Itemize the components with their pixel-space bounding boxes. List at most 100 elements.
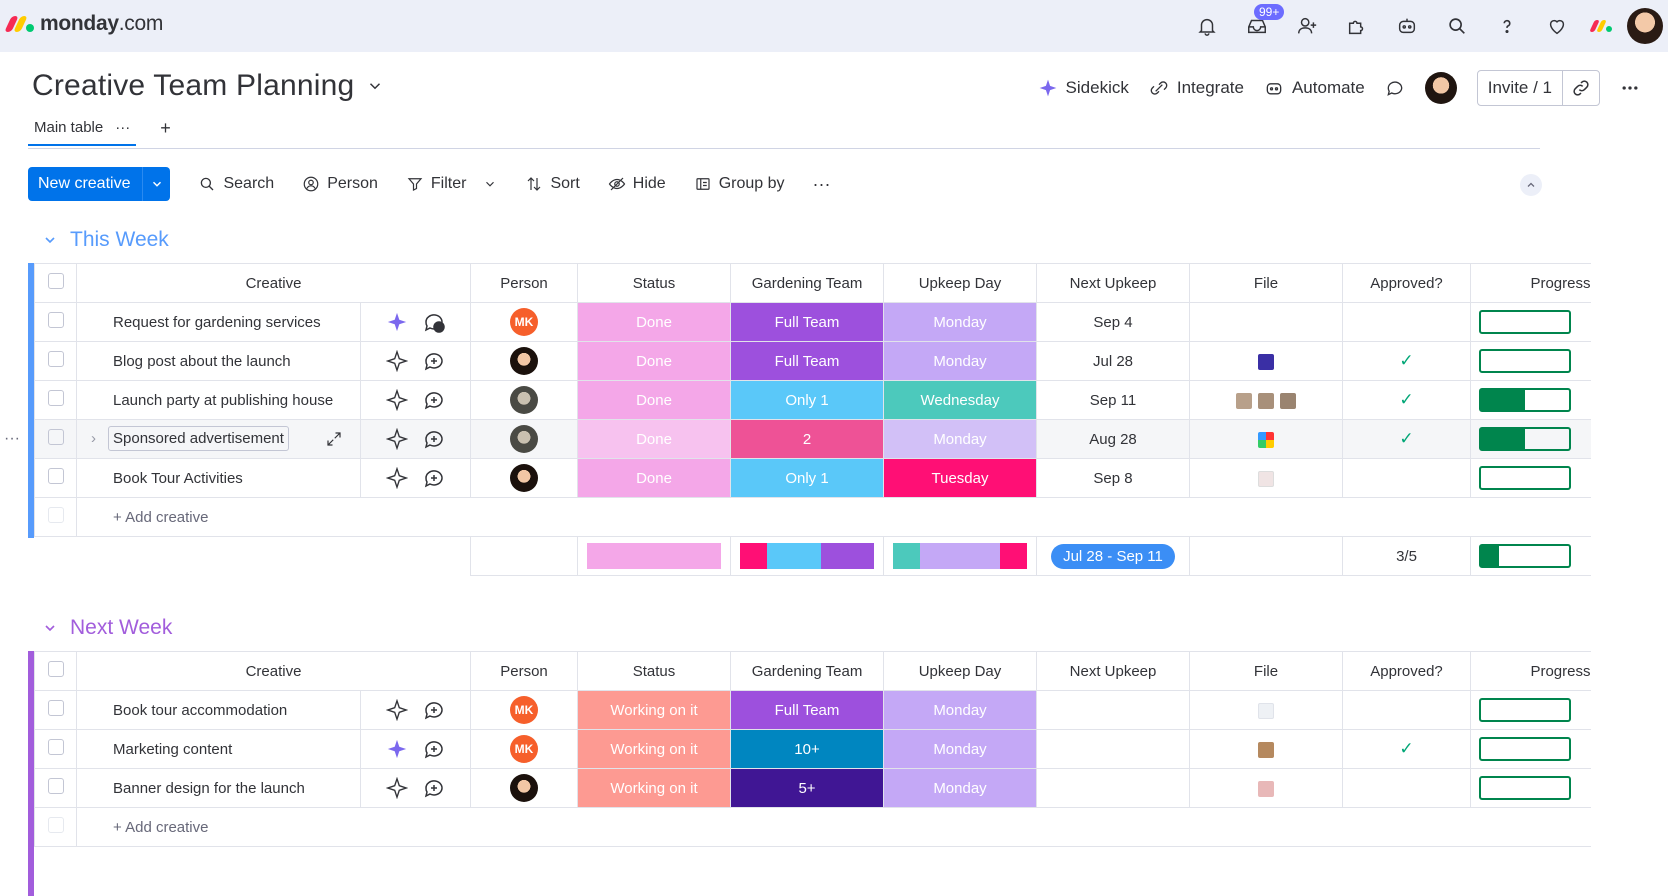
updates-button[interactable] <box>1385 78 1405 98</box>
sparkle-icon[interactable] <box>386 311 408 333</box>
item-name[interactable]: Request for gardening services <box>76 302 361 342</box>
file-cell[interactable] <box>1189 729 1343 769</box>
approved-cell[interactable]: ✓ <box>1342 341 1471 381</box>
group-header-next-week[interactable]: Next Week <box>42 616 172 640</box>
row-checkbox[interactable] <box>34 458 77 498</box>
person-filter-button[interactable]: Person <box>302 175 378 193</box>
status-cell[interactable]: Done <box>577 302 731 342</box>
user-avatar[interactable] <box>1622 0 1668 52</box>
group-by-button[interactable]: Group by <box>694 175 785 193</box>
integrate-button[interactable]: Integrate <box>1149 78 1244 98</box>
file-cell[interactable] <box>1189 341 1343 381</box>
item-name[interactable]: Launch party at publishing house <box>76 380 361 420</box>
column-header-next-upkeep[interactable]: Next Upkeep <box>1036 651 1190 691</box>
item-name-cell[interactable]: › Sponsored advertisement <box>76 419 361 459</box>
team-cell[interactable]: 2 <box>730 419 884 459</box>
table-row[interactable]: › Sponsored advertisement Done 2 Monday A… <box>34 419 1591 459</box>
file-thumbnail[interactable] <box>1258 780 1274 797</box>
row-checkbox[interactable] <box>34 380 77 420</box>
board-more-button[interactable] <box>1620 78 1640 98</box>
row-checkbox[interactable] <box>34 690 77 730</box>
add-view-button[interactable]: + <box>160 118 171 138</box>
status-cell[interactable]: Done <box>577 380 731 420</box>
add-update-icon[interactable] <box>422 427 446 451</box>
day-cell[interactable]: Monday <box>883 690 1037 730</box>
monday-logo[interactable]: monday.com <box>4 12 163 36</box>
column-header-gardening-team[interactable]: Gardening Team <box>730 651 884 691</box>
table-row[interactable]: Book tour accommodation MK Working on it… <box>34 690 1591 730</box>
chevron-down-icon[interactable] <box>366 77 384 95</box>
add-update-icon[interactable] <box>422 466 446 490</box>
status-cell[interactable]: Working on it <box>577 729 731 769</box>
add-update-icon[interactable] <box>422 776 446 800</box>
apps-marketplace-icon[interactable] <box>1332 0 1382 52</box>
date-summary[interactable]: Jul 28 - Sep 11 <box>1036 536 1190 576</box>
row-checkbox[interactable] <box>34 419 77 459</box>
column-header-progress[interactable]: Progress <box>1470 263 1591 303</box>
column-header-upkeep-day[interactable]: Upkeep Day <box>883 263 1037 303</box>
sort-button[interactable]: Sort <box>525 175 580 193</box>
select-all-checkbox[interactable] <box>34 263 77 303</box>
group-header-this-week[interactable]: This Week <box>42 228 169 252</box>
column-header-gardening-team[interactable]: Gardening Team <box>730 263 884 303</box>
date-cell[interactable] <box>1036 690 1190 730</box>
file-thumbnail[interactable] <box>1236 392 1252 409</box>
sparkle-outline-icon[interactable] <box>385 427 408 451</box>
item-name[interactable]: Banner design for the launch <box>76 768 361 808</box>
hide-button[interactable]: Hide <box>608 175 666 193</box>
workspace-logo-icon[interactable] <box>1582 0 1622 52</box>
column-header-upkeep-day[interactable]: Upkeep Day <box>883 651 1037 691</box>
column-header-next-upkeep[interactable]: Next Upkeep <box>1036 263 1190 303</box>
status-summary[interactable] <box>577 536 731 576</box>
file-thumbnail[interactable] <box>1258 470 1274 487</box>
column-header-file[interactable]: File <box>1189 263 1343 303</box>
column-header-creative[interactable]: Creative <box>76 263 471 303</box>
row-checkbox[interactable] <box>34 768 77 808</box>
add-update-icon[interactable] <box>422 349 446 373</box>
file-cell[interactable] <box>1189 302 1343 342</box>
approved-cell[interactable] <box>1342 768 1471 808</box>
team-cell[interactable]: Full Team <box>730 341 884 381</box>
column-header-status[interactable]: Status <box>577 651 731 691</box>
update-bubble-icon[interactable] <box>422 310 446 334</box>
table-row[interactable]: Launch party at publishing house Done On… <box>34 380 1591 420</box>
sparkle-outline-icon[interactable] <box>385 776 408 800</box>
sparkle-outline-icon[interactable] <box>385 698 408 722</box>
sparkle-icon[interactable] <box>386 738 408 760</box>
notifications-bell-icon[interactable] <box>1182 0 1232 52</box>
row-drag-handle[interactable]: ··· <box>4 430 20 447</box>
column-header-person[interactable]: Person <box>470 263 578 303</box>
new-item-button[interactable]: New creative <box>28 167 171 201</box>
item-name[interactable]: Book tour accommodation <box>76 690 361 730</box>
page-title[interactable]: Creative Team Planning <box>32 69 355 102</box>
invite-button[interactable]: Invite / 1 <box>1478 71 1563 105</box>
day-cell[interactable]: Monday <box>883 302 1037 342</box>
approved-cell[interactable]: ✓ <box>1342 729 1471 769</box>
search-icon[interactable] <box>1432 0 1482 52</box>
day-cell[interactable]: Monday <box>883 341 1037 381</box>
help-icon[interactable] <box>1482 0 1532 52</box>
approved-cell[interactable] <box>1342 458 1471 498</box>
expand-chevron-icon[interactable]: › <box>91 429 96 447</box>
column-header-approved[interactable]: Approved? <box>1342 651 1471 691</box>
status-cell[interactable]: Done <box>577 341 731 381</box>
date-cell[interactable] <box>1036 768 1190 808</box>
collapse-header-button[interactable] <box>1520 174 1542 196</box>
column-header-status[interactable]: Status <box>577 263 731 303</box>
team-summary[interactable] <box>730 536 884 576</box>
add-item-button[interactable]: + Add creative <box>76 807 1591 847</box>
column-header-person[interactable]: Person <box>470 651 578 691</box>
chevron-down-icon[interactable] <box>42 620 58 636</box>
status-cell[interactable]: Done <box>577 458 731 498</box>
chevron-down-icon[interactable] <box>142 167 170 201</box>
file-thumbnail[interactable] <box>1258 741 1274 758</box>
expand-item-icon[interactable] <box>325 430 343 448</box>
add-update-icon[interactable] <box>422 698 446 722</box>
add-item-button[interactable]: + Add creative <box>76 497 1591 537</box>
add-update-icon[interactable] <box>422 388 446 412</box>
item-name[interactable]: Book Tour Activities <box>76 458 361 498</box>
approved-cell[interactable] <box>1342 690 1471 730</box>
column-header-progress[interactable]: Progress <box>1470 651 1591 691</box>
inbox-icon[interactable]: 99+ <box>1232 0 1285 52</box>
status-cell[interactable]: Working on it <box>577 768 731 808</box>
